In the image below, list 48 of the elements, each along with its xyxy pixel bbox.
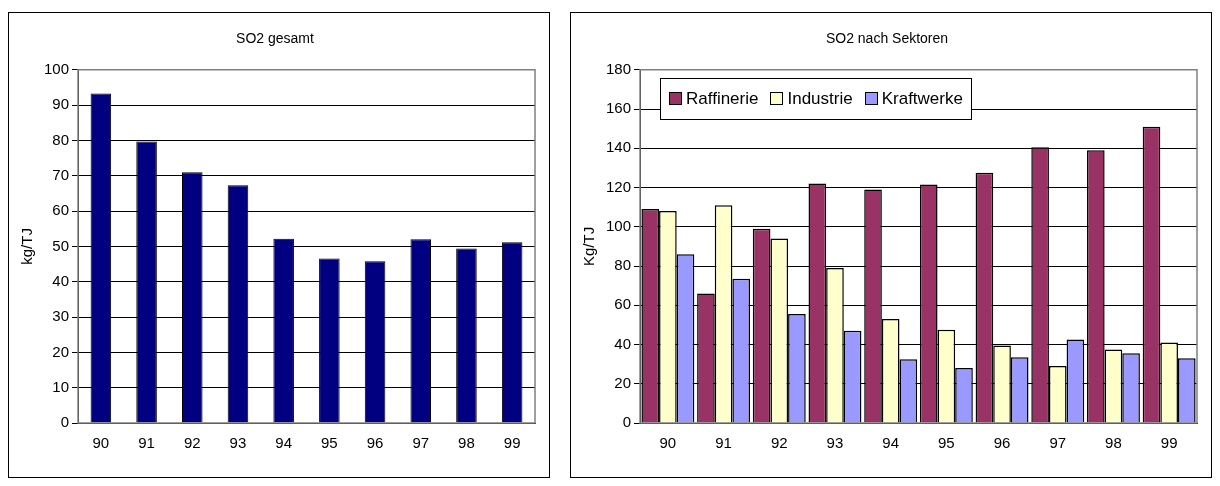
chart-title: SO2 gesamt <box>236 30 315 47</box>
x-tick-label: 91 <box>138 434 155 452</box>
x-tick-label: 94 <box>275 434 293 452</box>
x-tick-label: 99 <box>503 434 521 452</box>
y-tick-label: 140 <box>606 138 632 156</box>
y-tick-label: 10 <box>52 377 70 395</box>
x-tick-label: 96 <box>366 434 384 452</box>
y-tick-label: 60 <box>52 201 70 219</box>
x-tick-label: 90 <box>92 434 110 452</box>
y-tick-label: 160 <box>606 99 632 117</box>
x-tick-label: 95 <box>938 434 955 452</box>
y-tick-label: 100 <box>606 216 632 234</box>
chart-title: SO2 nach Sektoren <box>825 30 949 47</box>
x-tick-label: 94 <box>882 434 900 452</box>
y-tick-label: 100 <box>44 59 70 77</box>
y-tick-label: 120 <box>606 177 632 195</box>
y-tick-label: 90 <box>52 95 70 113</box>
x-tick-label: 96 <box>993 434 1011 452</box>
x-tick-label: 93 <box>229 434 247 452</box>
y-tick-label: 60 <box>614 295 632 313</box>
y-tick-label: 20 <box>614 373 632 391</box>
x-tick-label: 92 <box>770 434 788 452</box>
y-tick-label: 80 <box>52 130 70 148</box>
x-tick-label: 95 <box>321 434 338 452</box>
x-tick-label: 90 <box>659 434 677 452</box>
y-tick-label: 30 <box>52 307 70 325</box>
legend-label: Kraftwerke <box>881 88 963 109</box>
x-tick-label: 99 <box>1160 434 1178 452</box>
y-tick-label: 0 <box>622 413 632 431</box>
y-tick-label: 20 <box>52 342 70 360</box>
legend-label: Industrie <box>787 88 853 109</box>
x-tick-label: 93 <box>826 434 844 452</box>
x-tick-label: 97 <box>412 434 430 452</box>
x-tick-label: 92 <box>183 434 201 452</box>
y-tick-label: 180 <box>606 59 632 77</box>
x-tick-label: 97 <box>1049 434 1067 452</box>
x-tick-label: 98 <box>1105 434 1122 452</box>
y-axis-title: kg/TJ <box>18 228 36 265</box>
legend-label: Raffinerie <box>686 88 759 109</box>
y-tick-label: 40 <box>614 334 632 352</box>
y-tick-label: 50 <box>52 236 70 254</box>
y-tick-label: 0 <box>60 413 70 431</box>
y-tick-label: 40 <box>52 271 70 289</box>
y-tick-label: 70 <box>52 165 70 183</box>
x-tick-label: 91 <box>715 434 732 452</box>
y-tick-label: 80 <box>614 256 632 274</box>
y-axis-title: Kg/TJ <box>580 226 598 266</box>
x-tick-label: 98 <box>458 434 475 452</box>
